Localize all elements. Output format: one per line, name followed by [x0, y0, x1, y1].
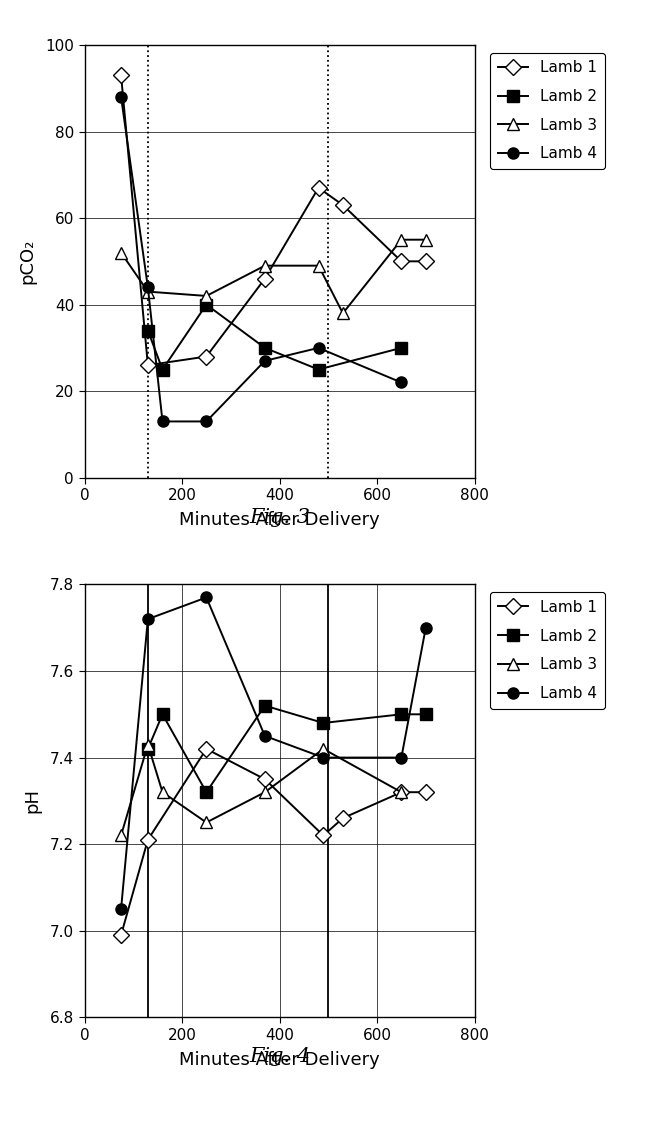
- Lamb 2: [422, 707, 430, 720]
- Lamb 4: [315, 342, 322, 355]
- Lamb 4: [144, 281, 152, 294]
- Lamb 4: [203, 591, 211, 605]
- Lamb 4: [398, 375, 406, 389]
- Lamb 4: [261, 354, 269, 368]
- X-axis label: Minutes After Delivery: Minutes After Delivery: [179, 1051, 380, 1069]
- Lamb 2: [144, 324, 152, 337]
- Line: Lamb 3: Lamb 3: [116, 740, 407, 841]
- Lamb 3: [315, 259, 322, 272]
- Lamb 2: [203, 298, 211, 311]
- Lamb 2: [159, 363, 166, 377]
- Lamb 3: [159, 786, 166, 799]
- Lamb 1: [203, 742, 211, 755]
- Lamb 1: [144, 833, 152, 846]
- Lamb 1: [261, 772, 269, 786]
- Lamb 4: [261, 729, 269, 743]
- Y-axis label: pCO₂: pCO₂: [19, 238, 37, 284]
- Legend: Lamb 1, Lamb 2, Lamb 3, Lamb 4: Lamb 1, Lamb 2, Lamb 3, Lamb 4: [490, 53, 605, 169]
- Lamb 3: [261, 786, 269, 799]
- Lamb 3: [144, 284, 152, 298]
- Lamb 4: [117, 90, 125, 103]
- Line: Lamb 2: Lamb 2: [142, 299, 407, 375]
- Lamb 3: [203, 816, 211, 830]
- Lamb 4: [422, 620, 430, 634]
- Lamb 2: [261, 699, 269, 713]
- Lamb 3: [320, 742, 327, 755]
- Lamb 2: [203, 786, 211, 799]
- Line: Lamb 3: Lamb 3: [116, 234, 432, 319]
- Lamb 3: [117, 828, 125, 842]
- Lamb 1: [398, 255, 406, 269]
- Lamb 2: [398, 707, 406, 720]
- Lamb 1: [339, 198, 347, 211]
- Lamb 1: [203, 350, 211, 363]
- Lamb 3: [261, 259, 269, 272]
- Lamb 1: [422, 786, 430, 799]
- Lamb 3: [203, 289, 211, 302]
- Lamb 3: [117, 246, 125, 260]
- Lamb 2: [398, 342, 406, 355]
- Line: Lamb 1: Lamb 1: [116, 70, 432, 371]
- Lamb 3: [398, 786, 406, 799]
- Lamb 3: [422, 233, 430, 246]
- Lamb 4: [398, 751, 406, 764]
- Line: Lamb 1: Lamb 1: [116, 743, 432, 941]
- Y-axis label: pH: pH: [23, 788, 42, 814]
- Lamb 1: [117, 69, 125, 82]
- Lamb 4: [203, 415, 211, 428]
- X-axis label: Minutes After Delivery: Minutes After Delivery: [179, 511, 380, 529]
- Line: Lamb 4: Lamb 4: [116, 592, 432, 915]
- Lamb 1: [144, 359, 152, 372]
- Lamb 3: [339, 307, 347, 320]
- Lamb 1: [339, 812, 347, 825]
- Legend: Lamb 1, Lamb 2, Lamb 3, Lamb 4: Lamb 1, Lamb 2, Lamb 3, Lamb 4: [490, 592, 605, 708]
- Lamb 4: [117, 903, 125, 916]
- Lamb 4: [144, 613, 152, 626]
- Lamb 1: [398, 786, 406, 799]
- Lamb 2: [320, 716, 327, 729]
- Lamb 2: [315, 363, 322, 377]
- Lamb 2: [261, 342, 269, 355]
- Lamb 4: [320, 751, 327, 764]
- Lamb 1: [261, 272, 269, 285]
- Lamb 4: [159, 415, 166, 428]
- Text: Fig. 4: Fig. 4: [249, 1048, 310, 1067]
- Lamb 1: [422, 255, 430, 269]
- Lamb 1: [315, 181, 322, 194]
- Lamb 2: [144, 742, 152, 755]
- Lamb 3: [144, 737, 152, 751]
- Line: Lamb 2: Lamb 2: [142, 700, 432, 798]
- Lamb 2: [159, 707, 166, 720]
- Lamb 1: [117, 928, 125, 942]
- Text: Fig. 3: Fig. 3: [249, 508, 310, 527]
- Lamb 1: [320, 828, 327, 842]
- Line: Lamb 4: Lamb 4: [116, 91, 407, 427]
- Lamb 3: [398, 233, 406, 246]
